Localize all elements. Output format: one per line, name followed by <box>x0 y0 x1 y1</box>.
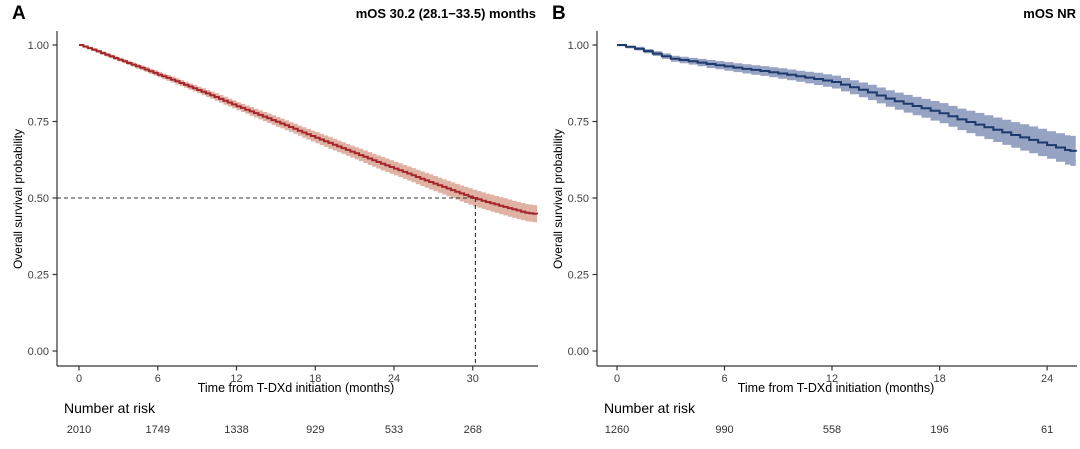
x-tick-label: 24 <box>388 373 400 385</box>
y-tick-label: 0.50 <box>568 193 589 205</box>
panel-b-letter: B <box>552 3 566 24</box>
y-tick-label: 0.25 <box>28 270 49 282</box>
y-tick-label: 1.00 <box>28 40 49 52</box>
panel-a-x-axis-title: Time from T-DXd initiation (months) <box>197 381 395 395</box>
x-tick-label: 0 <box>76 373 82 385</box>
y-tick-label: 0.00 <box>568 346 589 358</box>
panel-a-km-plot: 0 6 12 18 24 30 0.00 0.25 0.50 0.75 1.00 <box>28 31 539 385</box>
survival-curve <box>79 44 539 215</box>
x-tick-label: 6 <box>721 373 727 385</box>
survival-curve <box>617 44 1077 152</box>
panel-b-km-plot: 0 6 12 18 24 0.00 0.25 0.50 0.75 1.00 <box>568 31 1077 385</box>
confidence-band <box>617 45 1076 168</box>
panel-a: A mOS 30.2 (28.1−33.5) months Overall su… <box>11 3 539 436</box>
y-tick-label: 0.50 <box>28 193 49 205</box>
y-tick-label: 0.75 <box>28 117 49 129</box>
x-tick-label: 12 <box>826 373 838 385</box>
x-tick-label: 18 <box>309 373 321 385</box>
x-tick-label: 0 <box>614 373 620 385</box>
panel-b-title: mOS NR <box>1023 6 1076 21</box>
x-tick-label: 6 <box>155 373 161 385</box>
x-tick-label: 18 <box>933 373 945 385</box>
y-tick-label: 0.00 <box>28 346 49 358</box>
y-tick-label: 0.25 <box>568 270 589 282</box>
panel-b-risk-header: Number at risk <box>604 400 696 416</box>
x-tick-label: 24 <box>1041 373 1053 385</box>
y-tick-label: 1.00 <box>568 40 589 52</box>
panel-a-risk-header: Number at risk <box>64 400 156 416</box>
x-tick-label: 30 <box>467 373 479 385</box>
panel-b-x-axis-title: Time from T-DXd initiation (months) <box>737 381 935 395</box>
x-tick-label: 12 <box>230 373 242 385</box>
panel-a-title: mOS 30.2 (28.1−33.5) months <box>355 6 536 21</box>
panel-a-letter: A <box>12 3 26 24</box>
y-tick-label: 0.75 <box>568 117 589 129</box>
